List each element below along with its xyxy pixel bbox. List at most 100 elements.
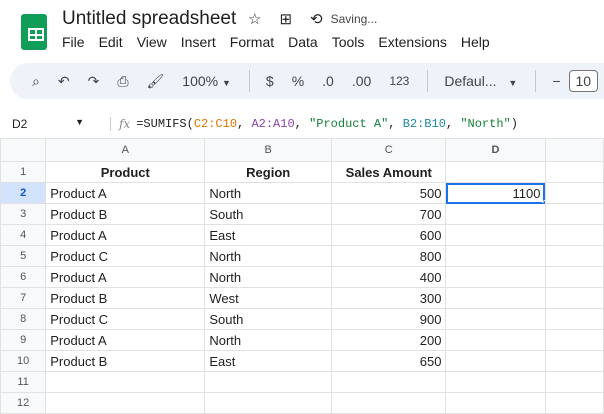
decrease-decimal-button[interactable]: .0	[322, 73, 334, 89]
cell[interactable]	[204, 392, 333, 414]
font-size-decrease-button[interactable]: −	[552, 73, 561, 89]
menu-view[interactable]: View	[136, 34, 167, 50]
cell[interactable]: Product C	[45, 308, 206, 330]
name-box[interactable]: D2 ▼	[0, 117, 92, 131]
cell[interactable]: 500	[331, 182, 447, 204]
number-format-button[interactable]: 123	[389, 74, 410, 88]
cell[interactable]	[45, 371, 206, 393]
cell[interactable]: North	[204, 266, 333, 288]
cell[interactable]	[544, 308, 604, 330]
cell[interactable]: North	[204, 329, 333, 351]
cell[interactable]: West	[204, 287, 333, 309]
cell[interactable]: North	[204, 182, 333, 204]
star-icon[interactable]: ☆	[248, 11, 262, 28]
cell[interactable]	[445, 329, 546, 351]
cell[interactable]	[45, 392, 206, 414]
increase-decimal-button[interactable]: .00	[351, 73, 372, 89]
menu-file[interactable]: File	[62, 34, 85, 50]
cell[interactable]: East	[204, 350, 333, 372]
row-header[interactable]: 7	[0, 287, 47, 309]
fill-handle[interactable]	[541, 200, 545, 203]
cell[interactable]: Product A	[45, 224, 206, 246]
row-header[interactable]: 1	[0, 161, 47, 183]
cell[interactable]	[445, 308, 546, 330]
column-header-e[interactable]	[544, 138, 604, 162]
select-all-corner[interactable]	[0, 138, 47, 162]
redo-icon[interactable]: ↷	[87, 72, 100, 89]
currency-button[interactable]: $	[265, 73, 274, 89]
row-header[interactable]: 6	[0, 266, 47, 288]
cell[interactable]: 1100	[445, 182, 546, 204]
cell[interactable]	[544, 287, 604, 309]
row-header[interactable]: 10	[0, 350, 47, 372]
percent-button[interactable]: %	[291, 73, 305, 89]
cell[interactable]	[544, 203, 604, 225]
cell[interactable]: East	[204, 224, 333, 246]
zoom-select[interactable]: 100% ▼	[182, 73, 231, 89]
menu-help[interactable]: Help	[460, 34, 490, 50]
row-header[interactable]: 4	[0, 224, 47, 246]
cell[interactable]: 300	[331, 287, 447, 309]
font-size-input[interactable]: 10	[568, 70, 599, 92]
cell[interactable]: Product A	[45, 329, 206, 351]
menu-data[interactable]: Data	[288, 34, 318, 50]
cell[interactable]: 650	[331, 350, 447, 372]
cell[interactable]: Product B	[45, 287, 206, 309]
cell[interactable]: 400	[331, 266, 447, 288]
row-header[interactable]: 5	[0, 245, 47, 267]
cell[interactable]: Sales Amount	[331, 161, 447, 183]
cell[interactable]: 700	[331, 203, 447, 225]
paint-format-icon[interactable]: 🖌	[146, 72, 165, 89]
cell[interactable]	[445, 350, 546, 372]
cell[interactable]	[544, 245, 604, 267]
cell[interactable]: 200	[331, 329, 447, 351]
menu-insert[interactable]: Insert	[180, 34, 216, 50]
row-header[interactable]: 3	[0, 203, 47, 225]
cell[interactable]	[204, 371, 333, 393]
cell[interactable]	[544, 371, 604, 393]
cell[interactable]	[445, 245, 546, 267]
undo-icon[interactable]: ↶	[57, 72, 70, 89]
cell[interactable]: South	[204, 308, 333, 330]
row-header[interactable]: 2	[0, 182, 47, 204]
cell[interactable]	[445, 161, 546, 183]
cell[interactable]	[544, 350, 604, 372]
cell[interactable]: 800	[331, 245, 447, 267]
cell[interactable]: North	[204, 245, 333, 267]
cell[interactable]	[445, 224, 546, 246]
sheets-logo[interactable]	[21, 14, 47, 50]
cell[interactable]	[331, 371, 447, 393]
menu-format[interactable]: Format	[229, 34, 275, 50]
column-header-a[interactable]: A	[45, 138, 206, 162]
cell[interactable]: 900	[331, 308, 447, 330]
cell[interactable]: Product A	[45, 266, 206, 288]
cell[interactable]	[445, 392, 546, 414]
cell[interactable]	[445, 371, 546, 393]
cell[interactable]: Product B	[45, 350, 206, 372]
column-header-c[interactable]: C	[331, 138, 447, 162]
cell[interactable]: Product C	[45, 245, 206, 267]
cell[interactable]	[445, 266, 546, 288]
cell[interactable]	[544, 392, 604, 414]
formula-input[interactable]: =SUMIFS(C2:C10, A2:A10, "Product A", B2:…	[136, 117, 518, 131]
move-folder-icon[interactable]: ⊞	[279, 11, 293, 28]
cell[interactable]: Product B	[45, 203, 206, 225]
cell[interactable]	[445, 203, 546, 225]
cell[interactable]	[544, 266, 604, 288]
cell[interactable]	[445, 287, 546, 309]
column-header-d[interactable]: D	[445, 138, 546, 162]
menu-edit[interactable]: Edit	[98, 34, 123, 50]
document-title[interactable]: Untitled spreadsheet	[62, 8, 237, 29]
cell[interactable]: South	[204, 203, 333, 225]
cell[interactable]: Product A	[45, 182, 206, 204]
cell[interactable]	[331, 392, 447, 414]
search-icon[interactable]: ⌕	[32, 72, 40, 89]
font-select[interactable]: Defaul... ▼	[444, 73, 517, 89]
menu-extensions[interactable]: Extensions	[378, 34, 447, 50]
column-header-b[interactable]: B	[204, 138, 333, 162]
row-header[interactable]: 12	[0, 392, 47, 414]
row-header[interactable]: 11	[0, 371, 47, 393]
cell[interactable]: Product	[45, 161, 206, 183]
cell[interactable]	[544, 161, 604, 183]
print-icon[interactable]: ⎙	[117, 72, 129, 89]
